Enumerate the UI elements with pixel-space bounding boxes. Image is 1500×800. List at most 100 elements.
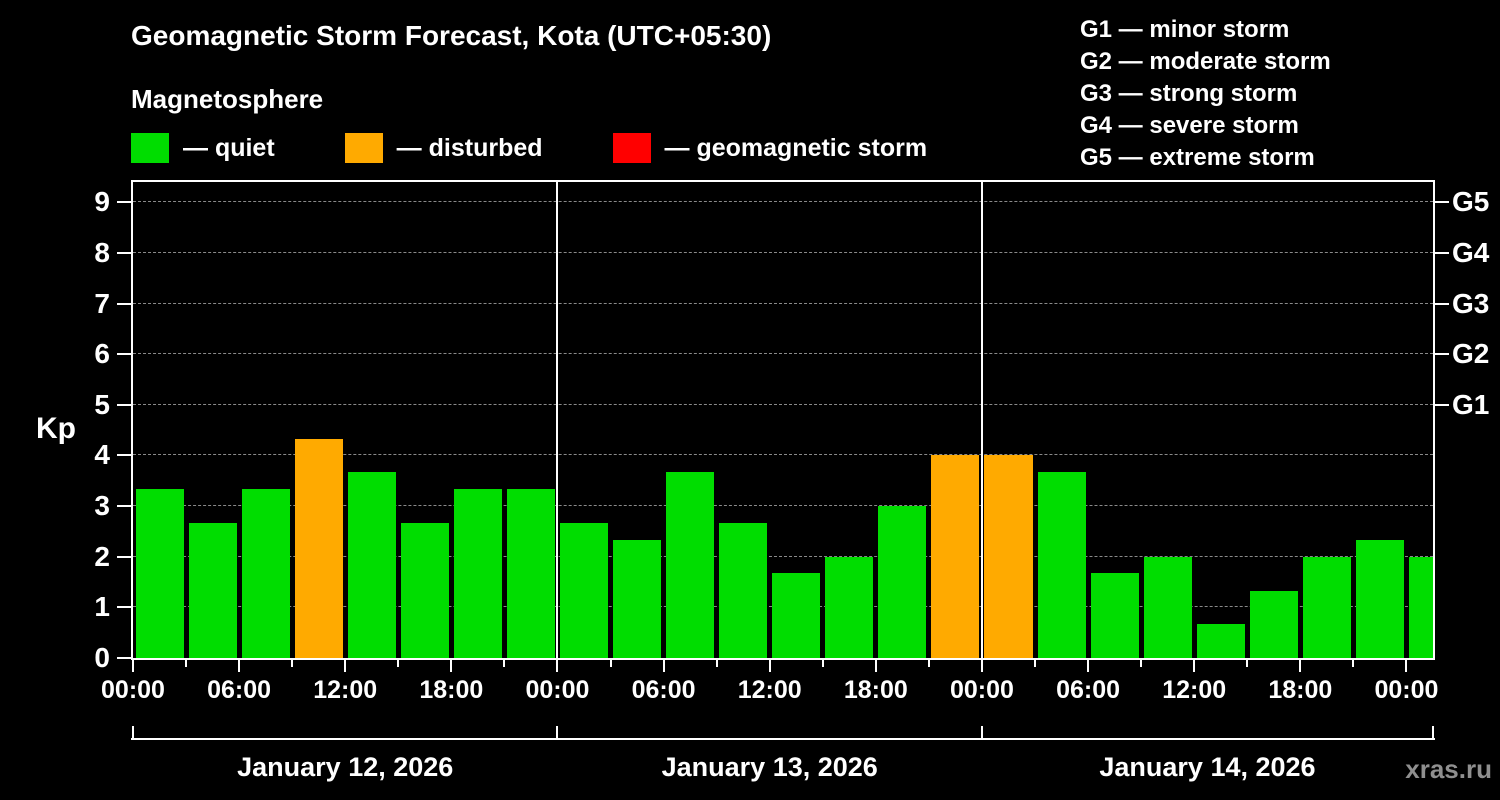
legend-swatch-disturbed <box>344 133 383 163</box>
x-tick <box>556 660 559 672</box>
chart-subtitle: Magnetosphere <box>131 84 324 114</box>
gridline-kp-4 <box>133 454 1433 456</box>
chart-title: Geomagnetic Storm Forecast, Kota (UTC+05… <box>131 20 772 51</box>
date-label: January 12, 2026 <box>237 752 454 782</box>
kp-bar <box>1355 540 1404 658</box>
kp-bar <box>1090 573 1139 658</box>
y-tick <box>117 302 131 305</box>
kp-bar <box>1143 556 1192 658</box>
x-tick-label: 00:00 <box>1374 676 1439 704</box>
date-tick <box>556 726 559 738</box>
legend-swatch-storm <box>612 133 651 163</box>
y-tick <box>117 454 131 457</box>
x-tick <box>821 660 824 667</box>
legend-item-storm: — geomagnetic storm <box>612 133 928 163</box>
x-tick <box>1405 660 1408 672</box>
x-tick <box>450 660 453 672</box>
x-tick-label: 12:00 <box>737 676 802 704</box>
g-scale-legend: G1 — minor storm G2 — moderate storm G3 — … <box>1080 14 1331 174</box>
g-scale-label: G5 <box>1452 186 1490 218</box>
g-legend-line-g2: G2 — moderate storm <box>1080 48 1331 75</box>
x-tick <box>185 660 188 667</box>
gridline-kp-6 <box>133 353 1433 355</box>
y-tick-label: 1 <box>94 591 110 623</box>
kp-bar <box>984 455 1033 658</box>
y-tick <box>117 403 131 406</box>
x-tick <box>927 660 930 667</box>
day-separator <box>556 182 559 658</box>
kp-bar <box>1408 556 1433 658</box>
g-scale-label: G1 <box>1452 388 1490 420</box>
g-scale-label: G4 <box>1452 236 1490 268</box>
day-separator <box>980 182 983 658</box>
y-axis-label: Kp <box>36 412 76 445</box>
kp-bar <box>719 522 768 658</box>
g-tick <box>1435 353 1449 356</box>
gridline-kp-2 <box>133 555 1433 557</box>
x-tick-label: 00:00 <box>525 676 590 704</box>
legend-label-quiet: — quiet <box>183 134 275 162</box>
kp-bar <box>613 540 662 658</box>
x-tick <box>1246 660 1249 667</box>
x-tick <box>768 660 771 672</box>
date-label: January 13, 2026 <box>661 752 878 782</box>
gridline-kp-7 <box>133 302 1433 304</box>
x-tick-label: 06:00 <box>1056 676 1121 704</box>
date-label: January 14, 2026 <box>1099 752 1316 782</box>
kp-bar <box>825 556 874 658</box>
y-tick <box>117 353 131 356</box>
x-tick <box>874 660 877 672</box>
g-legend-line-g1: G1 — minor storm <box>1080 16 1290 43</box>
kp-bar <box>1037 472 1086 658</box>
g-tick <box>1435 251 1449 254</box>
x-tick <box>1299 660 1302 672</box>
legend-label-disturbed: — disturbed <box>396 134 543 162</box>
y-tick <box>117 201 131 204</box>
y-tick <box>117 606 131 609</box>
kp-bar <box>1196 624 1245 658</box>
kp-legend: — quiet — disturbed — geomagnetic storm <box>131 133 927 163</box>
kp-bar <box>453 489 502 658</box>
date-axis-line <box>131 738 1435 740</box>
x-tick-label: 18:00 <box>1268 676 1333 704</box>
g-tick <box>1435 201 1449 204</box>
y-tick-label: 9 <box>94 186 110 218</box>
y-tick-label: 6 <box>94 338 110 370</box>
y-tick-label: 2 <box>94 540 110 572</box>
x-tick-label: 06:00 <box>207 676 272 704</box>
x-tick <box>662 660 665 672</box>
kp-bar <box>506 489 555 658</box>
g-tick <box>1435 302 1449 305</box>
x-tick <box>715 660 718 667</box>
x-tick-label: 00:00 <box>101 676 165 704</box>
x-tick <box>238 660 241 672</box>
g-scale-label: G2 <box>1452 338 1490 370</box>
y-tick <box>117 555 131 558</box>
kp-bar <box>878 506 927 658</box>
x-tick <box>291 660 294 667</box>
legend-label-storm: — geomagnetic storm <box>664 134 928 162</box>
legend-swatch-quiet <box>131 133 169 163</box>
y-tick-label: 0 <box>94 642 110 673</box>
kp-bar <box>559 522 609 658</box>
x-tick <box>1087 660 1090 672</box>
date-tick <box>1432 726 1434 738</box>
y-tick <box>117 657 131 659</box>
y-tick-label: 4 <box>94 439 110 471</box>
y-tick <box>117 505 131 508</box>
y-tick-label: 8 <box>94 236 110 268</box>
gridline-kp-3 <box>133 505 1433 507</box>
watermark: xras.ru <box>1405 754 1492 784</box>
kp-bar <box>400 522 449 658</box>
g-legend-line-g3: G3 — strong storm <box>1080 80 1298 107</box>
y-tick-label: 7 <box>94 287 110 319</box>
x-tick <box>1140 660 1143 667</box>
y-tick-label: 5 <box>94 388 110 420</box>
x-tick-label: 06:00 <box>631 676 696 704</box>
x-tick-label: 18:00 <box>843 676 908 704</box>
x-tick <box>344 660 347 672</box>
